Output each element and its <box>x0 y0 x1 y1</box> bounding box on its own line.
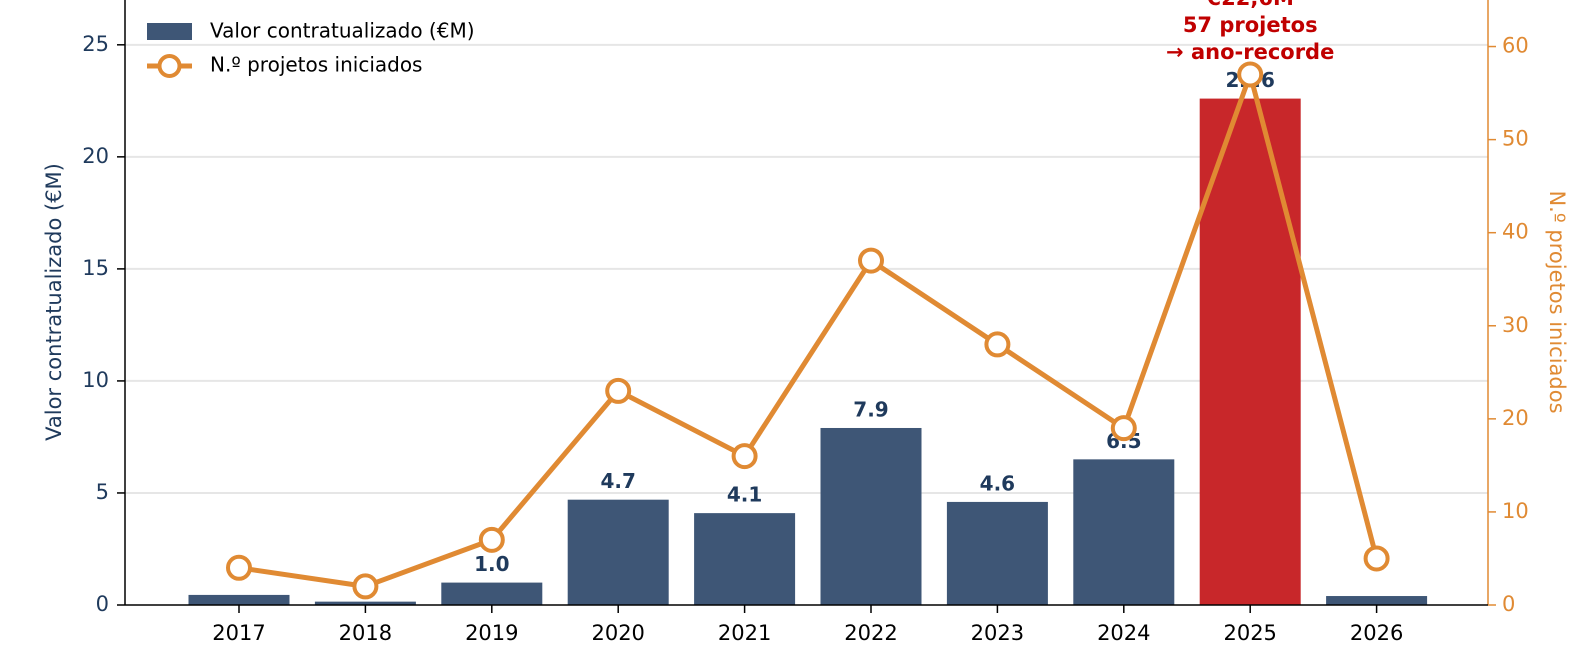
y2-tick-label: 10 <box>1502 499 1529 523</box>
value-label: 1.0 <box>474 552 509 576</box>
bar <box>314 601 416 605</box>
marker <box>1237 61 1264 88</box>
marker <box>352 573 379 600</box>
marker <box>226 554 252 581</box>
x-tick-label: 2017 <box>212 621 265 645</box>
y2-tick-label: 20 <box>1502 406 1529 430</box>
legend-label: N.º projetos iniciados <box>210 53 422 77</box>
legend-swatch <box>147 23 192 40</box>
x-tick-label: 2019 <box>465 621 518 645</box>
bar <box>1073 459 1175 605</box>
marker <box>731 443 758 470</box>
bar <box>820 427 922 605</box>
value-label: 4.7 <box>600 469 635 493</box>
marker <box>1363 545 1390 572</box>
marker <box>984 331 1011 358</box>
value-label: 7.9 <box>853 397 888 421</box>
bar <box>946 501 1048 605</box>
x-tick-label: 2021 <box>718 621 771 645</box>
x-tick-label: 2026 <box>1350 621 1403 645</box>
marker <box>605 377 632 404</box>
legend-marker <box>157 54 182 78</box>
y-tick-label: 0 <box>96 592 109 616</box>
marker <box>478 526 505 553</box>
y2-axis-label: N.º projetos iniciados <box>1545 190 1569 413</box>
y-axis-label: Valor contratualizado (€M) <box>42 163 66 441</box>
y2-tick-label: 40 <box>1502 220 1529 244</box>
value-label: 4.1 <box>727 483 762 507</box>
y-tick-label: 15 <box>82 256 109 280</box>
annotation: €22,6M <box>1206 0 1294 10</box>
bar <box>567 499 669 605</box>
x-tick-label: 2022 <box>844 621 897 645</box>
y-tick-label: 25 <box>82 32 109 56</box>
legend-label: Valor contratualizado (€M) <box>210 19 475 43</box>
y2-tick-label: 0 <box>1502 592 1515 616</box>
bar <box>1199 98 1301 605</box>
bar <box>1326 596 1428 605</box>
x-tick-label: 2023 <box>971 621 1024 645</box>
line <box>238 71 1380 589</box>
y-tick-label: 10 <box>82 368 109 392</box>
x-tick-label: 2018 <box>339 621 392 645</box>
y2-tick-label: 60 <box>1502 34 1529 58</box>
value-label: 4.6 <box>980 471 1015 495</box>
bar <box>694 513 796 605</box>
bar <box>441 582 543 605</box>
marker <box>1110 415 1137 442</box>
annotation: 57 projetos <box>1183 13 1318 37</box>
annotation: → ano-recorde <box>1166 40 1334 64</box>
y-tick-label: 5 <box>96 480 109 504</box>
y-tick-label: 20 <box>82 144 109 168</box>
y2-tick-label: 50 <box>1502 127 1529 151</box>
y2-tick-label: 30 <box>1502 313 1529 337</box>
marker <box>858 247 884 274</box>
x-tick-label: 2025 <box>1223 621 1276 645</box>
bar <box>188 594 290 605</box>
x-tick-label: 2020 <box>591 621 644 645</box>
x-tick-label: 2024 <box>1097 621 1150 645</box>
